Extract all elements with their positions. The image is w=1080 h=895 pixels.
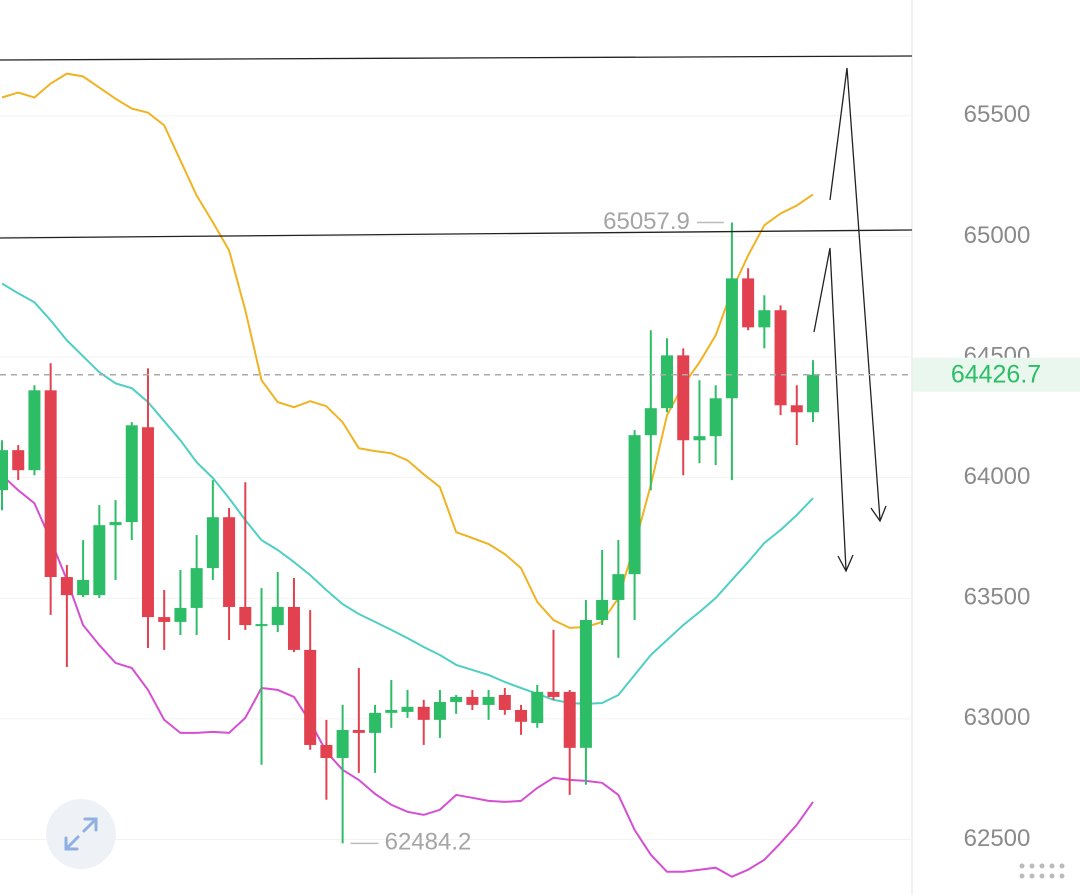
arrow-path <box>829 67 881 521</box>
candle-body <box>612 574 625 600</box>
expand-button[interactable] <box>46 799 116 869</box>
candle-body <box>336 729 349 758</box>
candle-body <box>515 709 528 722</box>
arrow-path <box>813 247 847 571</box>
candle-body <box>125 425 138 523</box>
candle-body <box>369 712 382 733</box>
candle-body <box>401 706 414 712</box>
candle-body <box>725 278 738 399</box>
candle-body <box>28 390 41 471</box>
min-label: 62484.2 <box>385 829 472 856</box>
candle-body <box>758 310 771 328</box>
y-tick-label: 63500 <box>964 584 1031 611</box>
candles <box>0 222 819 844</box>
candle-body <box>579 619 592 748</box>
candle-body <box>12 450 25 471</box>
indicator-line <box>1 282 814 705</box>
candle-body <box>482 696 495 705</box>
indicator-line <box>1 474 814 878</box>
candle-body <box>271 606 284 626</box>
y-tick-label: 62500 <box>964 825 1031 852</box>
trend-line <box>0 55 913 61</box>
candle-body <box>223 517 236 607</box>
candle-body <box>304 649 317 745</box>
candle-body <box>433 702 446 720</box>
candle-body <box>644 408 657 436</box>
candle-body <box>158 617 171 622</box>
candle-body <box>287 606 300 650</box>
candle-body <box>190 568 203 608</box>
candle-body <box>385 709 398 713</box>
candle-body <box>450 696 463 703</box>
candle-body <box>109 522 122 526</box>
candle-body <box>141 427 154 618</box>
current-price-box <box>913 357 1080 392</box>
candle-body <box>0 450 8 491</box>
candle-body <box>547 691 560 697</box>
candle-body <box>352 729 365 733</box>
current-price-label: 64426.7 <box>951 360 1041 388</box>
arrow-head <box>837 554 854 573</box>
candle-body <box>807 374 819 413</box>
candle-body <box>466 696 479 705</box>
candle-body <box>661 355 674 409</box>
candle-body <box>628 435 641 575</box>
expand-icon[interactable] <box>64 817 98 851</box>
candle-body <box>498 695 511 710</box>
candle-body <box>693 436 706 441</box>
candle-body <box>239 606 252 626</box>
max-label: 65057.9 <box>603 208 690 235</box>
candle-body <box>709 398 722 437</box>
candle-body <box>790 405 803 413</box>
candle-body <box>206 517 219 569</box>
indicator-line <box>1 72 814 629</box>
button-bg[interactable] <box>46 799 116 869</box>
y-tick-label: 65000 <box>964 222 1031 249</box>
candle-body <box>417 706 430 720</box>
candle-body <box>320 744 333 758</box>
candle-body <box>596 599 609 620</box>
candle-body <box>93 525 106 596</box>
candle-body <box>60 577 73 596</box>
candle-body <box>677 355 690 441</box>
y-tick-label: 65500 <box>964 101 1031 128</box>
candle-body <box>563 691 576 748</box>
y-tick-label: 64000 <box>964 463 1031 490</box>
indicator-lines <box>1 72 814 878</box>
y-tick-label: 63000 <box>964 704 1031 731</box>
candle-body <box>531 691 544 723</box>
price-labels: 65057.9 62484.2 64426.7 <box>0 208 1080 856</box>
drawings <box>0 55 913 573</box>
candle-body <box>255 624 268 627</box>
watermark <box>1019 863 1065 879</box>
candle-body <box>77 579 90 596</box>
arrow-head <box>870 505 887 523</box>
candle-body <box>774 310 787 406</box>
candle-body <box>174 607 187 622</box>
trend-line <box>0 229 913 239</box>
candle-body <box>742 278 755 328</box>
candle-body <box>44 390 57 578</box>
